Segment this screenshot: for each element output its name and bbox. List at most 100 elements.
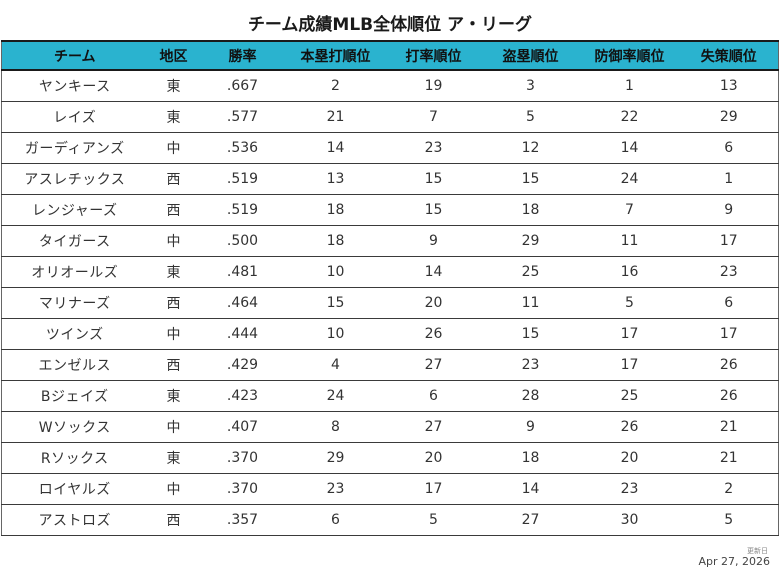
- table-row: エンゼルス西 .429 4 27 23 17 26: [1, 349, 779, 381]
- win-pct-cell: .429: [199, 349, 286, 381]
- table-row: Bジェイズ東 .423 24 6 28 25 26: [1, 380, 779, 412]
- avg-rank-cell: 6: [385, 380, 482, 412]
- win-pct-cell: .444: [199, 318, 286, 350]
- table-row: アストロズ西 .357 6 5 27 30 5: [1, 504, 779, 536]
- hr-rank-cell: 2: [285, 70, 386, 102]
- division-cell: 西: [147, 504, 200, 536]
- sb-rank-cell: 14: [481, 473, 580, 505]
- division-cell: 西: [147, 163, 200, 195]
- division-cell: 東: [147, 442, 200, 474]
- win-pct-cell: .357: [199, 504, 286, 536]
- sb-rank-cell: 23: [481, 349, 580, 381]
- avg-rank-cell: 27: [385, 349, 482, 381]
- error-rank-cell: 17: [679, 225, 779, 257]
- sb-rank-cell: 18: [481, 442, 580, 474]
- win-pct-cell: .519: [199, 163, 286, 195]
- table-row: ロイヤルズ中 .370 23 17 14 23 2: [1, 473, 779, 505]
- sb-rank-cell: 29: [481, 225, 580, 257]
- hr-rank-cell: 24: [285, 380, 386, 412]
- division-cell: 東: [147, 256, 200, 288]
- division-cell: 東: [147, 70, 200, 102]
- avg-rank-cell: 9: [385, 225, 482, 257]
- avg-rank-cell: 15: [385, 163, 482, 195]
- win-pct-cell: .370: [199, 442, 286, 474]
- sb-rank-cell: 5: [481, 101, 580, 133]
- division-cell: 中: [147, 132, 200, 164]
- win-pct-cell: .667: [199, 70, 286, 102]
- hr-rank-cell: 15: [285, 287, 386, 319]
- table-row: ヤンキース東 .667 2 19 3 1 13: [1, 70, 779, 102]
- updated-date: Apr 27, 2026: [698, 555, 770, 568]
- table-row: ガーディアンズ中 .536 14 23 12 14 6: [1, 132, 779, 164]
- sb-rank-cell: 28: [481, 380, 580, 412]
- avg-rank-cell: 7: [385, 101, 482, 133]
- table-row: オリオールズ東 .481 10 14 25 16 23: [1, 256, 779, 288]
- table-row: アスレチックス西 .519 13 15 15 24 1: [1, 163, 779, 195]
- table-row: レンジャーズ西 .519 18 15 18 7 9: [1, 194, 779, 226]
- column-header-hr-rank: 本塁打順位: [285, 40, 386, 71]
- hr-rank-cell: 18: [285, 225, 386, 257]
- division-cell: 中: [147, 318, 200, 350]
- error-rank-cell: 5: [679, 504, 779, 536]
- table-title: チーム成績MLB全体順位 ア・リーグ: [247, 15, 533, 35]
- avg-rank-cell: 14: [385, 256, 482, 288]
- sb-rank-cell: 12: [481, 132, 580, 164]
- sb-rank-cell: 11: [481, 287, 580, 319]
- error-rank-cell: 9: [679, 194, 779, 226]
- era-rank-cell: 22: [579, 101, 680, 133]
- hr-rank-cell: 29: [285, 442, 386, 474]
- sb-rank-cell: 3: [481, 70, 580, 102]
- column-header-win-pct: 勝率: [199, 40, 286, 71]
- win-pct-cell: .500: [199, 225, 286, 257]
- hr-rank-cell: 4: [285, 349, 386, 381]
- team-cell: Wソックス: [1, 411, 148, 443]
- team-cell: マリナーズ: [1, 287, 148, 319]
- column-header-division: 地区: [147, 40, 200, 71]
- column-header-avg-rank: 打率順位: [385, 40, 482, 71]
- error-rank-cell: 21: [679, 411, 779, 443]
- hr-rank-cell: 6: [285, 504, 386, 536]
- era-rank-cell: 14: [579, 132, 680, 164]
- team-cell: ガーディアンズ: [1, 132, 148, 164]
- sb-rank-cell: 27: [481, 504, 580, 536]
- error-rank-cell: 6: [679, 132, 779, 164]
- avg-rank-cell: 5: [385, 504, 482, 536]
- division-cell: 西: [147, 349, 200, 381]
- team-cell: ヤンキース: [1, 70, 148, 102]
- era-rank-cell: 1: [579, 70, 680, 102]
- error-rank-cell: 2: [679, 473, 779, 505]
- standings-table: チーム 地区 勝率 本塁打順位 打率順位 盗塁順位 防御率順位 失策順位 ヤンキ…: [1, 40, 779, 536]
- table-row: ツインズ中 .444 10 26 15 17 17: [1, 318, 779, 350]
- division-cell: 西: [147, 194, 200, 226]
- error-rank-cell: 29: [679, 101, 779, 133]
- hr-rank-cell: 10: [285, 318, 386, 350]
- hr-rank-cell: 14: [285, 132, 386, 164]
- hr-rank-cell: 13: [285, 163, 386, 195]
- era-rank-cell: 7: [579, 194, 680, 226]
- win-pct-cell: .423: [199, 380, 286, 412]
- era-rank-cell: 24: [579, 163, 680, 195]
- hr-rank-cell: 23: [285, 473, 386, 505]
- team-cell: レイズ: [1, 101, 148, 133]
- error-rank-cell: 13: [679, 70, 779, 102]
- division-cell: 東: [147, 101, 200, 133]
- table-row: タイガース中 .500 18 9 29 11 17: [1, 225, 779, 257]
- column-header-sb-rank: 盗塁順位: [481, 40, 580, 71]
- column-header-era-rank: 防御率順位: [579, 40, 680, 71]
- era-rank-cell: 30: [579, 504, 680, 536]
- column-header-team: チーム: [1, 40, 148, 71]
- win-pct-cell: .577: [199, 101, 286, 133]
- win-pct-cell: .519: [199, 194, 286, 226]
- team-cell: エンゼルス: [1, 349, 148, 381]
- table-row: Wソックス中 .407 8 27 9 26 21: [1, 411, 779, 443]
- era-rank-cell: 16: [579, 256, 680, 288]
- division-cell: 中: [147, 473, 200, 505]
- team-cell: アスレチックス: [1, 163, 148, 195]
- division-cell: 西: [147, 287, 200, 319]
- hr-rank-cell: 8: [285, 411, 386, 443]
- division-cell: 東: [147, 380, 200, 412]
- win-pct-cell: .481: [199, 256, 286, 288]
- error-rank-cell: 6: [679, 287, 779, 319]
- avg-rank-cell: 20: [385, 442, 482, 474]
- avg-rank-cell: 27: [385, 411, 482, 443]
